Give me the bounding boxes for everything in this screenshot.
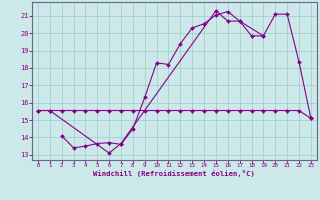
X-axis label: Windchill (Refroidissement éolien,°C): Windchill (Refroidissement éolien,°C) xyxy=(93,170,255,177)
